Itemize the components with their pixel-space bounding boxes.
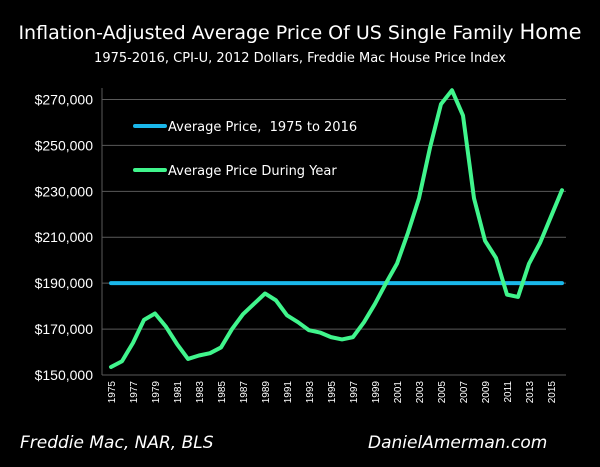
x-tick-label: 2007: [459, 381, 470, 404]
x-tick-label: 2003: [415, 381, 426, 404]
chart-subtitle: 1975-2016, CPI-U, 2012 Dollars, Freddie …: [94, 51, 506, 66]
x-tick-label: 1991: [283, 381, 294, 404]
x-tick-label: 1985: [217, 381, 228, 404]
x-tick-label: 1989: [261, 381, 272, 404]
x-tick-label: 1979: [151, 381, 162, 404]
x-axis-ticks: 1975 1977 1979 1981 1983 1985 1987 1989 1991 1993…: [107, 381, 558, 404]
y-axis-ticks: $150,000 $170,000 $190,000 $210,000 $230,000…: [35, 91, 94, 383]
x-tick-label: 1997: [349, 381, 360, 404]
y-tick-label: $230,000: [35, 183, 94, 199]
x-tick-label: 1981: [173, 381, 184, 404]
y-tick-label: $210,000: [35, 229, 94, 245]
legend: Average Price, 1975 to 2016 Average Price…: [133, 120, 357, 179]
x-tick-label: 1975: [107, 381, 118, 404]
y-tick-label: $170,000: [35, 321, 94, 337]
x-tick-label: 2013: [525, 381, 536, 404]
series-line-1: [109, 88, 564, 369]
chart-title-last-word: Home: [519, 20, 582, 44]
y-tick-label: $250,000: [35, 137, 94, 153]
x-tick-label: 1993: [305, 381, 316, 404]
x-tick-label: 2005: [437, 381, 448, 404]
chart-title-text: Inflation-Adjusted Average Price Of US S…: [18, 22, 514, 44]
x-tick-label: 1977: [129, 381, 140, 404]
x-tick-label: 1999: [371, 381, 382, 404]
source-credit: Freddie Mac, NAR, BLS: [20, 433, 214, 453]
legend-label: Average Price, 1975 to 2016: [168, 120, 357, 135]
series-lines: [109, 88, 564, 369]
legend-label: Average Price During Year: [168, 164, 337, 179]
x-tick-label: 2009: [481, 381, 492, 404]
x-tick-label: 1987: [239, 381, 250, 404]
y-tick-label: $150,000: [35, 367, 94, 383]
x-tick-label: 2011: [503, 381, 514, 403]
x-tick-label: 2015: [547, 381, 558, 404]
x-tick-label: 1995: [327, 381, 338, 404]
chart-title: Inflation-Adjusted Average Price Of US S…: [0, 20, 600, 44]
x-tick-label: 1983: [195, 381, 206, 404]
x-tick-label: 2001: [393, 381, 404, 404]
y-tick-label: $190,000: [35, 275, 94, 291]
y-tick-label: $270,000: [35, 91, 94, 107]
site-credit: DanielAmerman.com: [368, 433, 548, 453]
